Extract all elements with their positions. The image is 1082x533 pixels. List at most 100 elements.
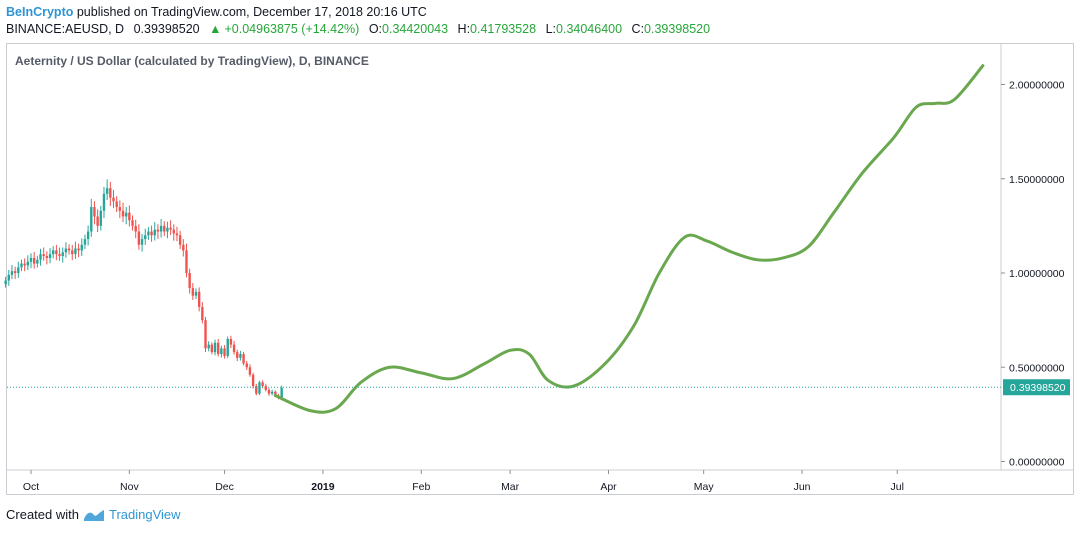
- candle-body: [7, 274, 10, 281]
- candle-body: [204, 320, 207, 349]
- publish-line: BeInCrypto published on TradingView.com,…: [6, 5, 427, 19]
- x-tick-label: 2019: [311, 481, 335, 493]
- candle-body: [150, 231, 153, 236]
- projection-line: [273, 64, 985, 414]
- candle-body: [185, 250, 188, 273]
- x-tick-label: Nov: [120, 481, 139, 493]
- candle-body: [261, 382, 264, 387]
- candle-body: [147, 231, 150, 236]
- y-tick-label: 2.00000000: [1009, 80, 1065, 92]
- candle-body: [32, 257, 36, 264]
- candle-body: [267, 389, 271, 394]
- candle-body: [274, 391, 277, 396]
- candle-body: [258, 382, 261, 394]
- candle-body: [61, 252, 64, 257]
- x-tick-label: Jul: [891, 481, 904, 493]
- candle-body: [223, 348, 226, 356]
- candle-body: [182, 244, 185, 251]
- candle-body: [102, 193, 106, 211]
- candle-body: [194, 291, 198, 296]
- published-text: published on TradingView.com, December 1…: [76, 5, 427, 19]
- up-arrow-icon: ▲: [209, 22, 222, 36]
- x-tick-label: Oct: [23, 481, 39, 493]
- candle-body: [77, 248, 80, 251]
- ohlc-line: BINANCE:AEUSD, D 0.39398520 ▲ +0.04963875…: [6, 22, 716, 36]
- open-label: O:: [368, 22, 383, 36]
- candle-body: [270, 391, 274, 394]
- candle-body: [144, 235, 147, 240]
- candle-body: [232, 344, 236, 353]
- publisher-link[interactable]: BeInCrypto: [6, 5, 74, 19]
- candle-body: [29, 257, 33, 262]
- candle-body: [83, 239, 87, 245]
- y-tick-label: 0.00000000: [1009, 457, 1065, 469]
- y-axis: 0.00000000 0.50000000 1.00000000 1.50000000…: [1001, 80, 1065, 469]
- candle-body: [131, 220, 134, 226]
- candle-body: [86, 231, 90, 240]
- chart-frame[interactable]: [6, 43, 1074, 495]
- candle-body: [248, 367, 252, 375]
- projection-series: [273, 64, 985, 414]
- candle-body: [217, 342, 220, 355]
- candle-body: [10, 271, 14, 275]
- candle-body: [13, 271, 17, 273]
- candle-body: [118, 207, 122, 211]
- y-tick-label: 1.00000000: [1009, 268, 1065, 280]
- candle-body: [255, 386, 258, 394]
- candle-body: [175, 233, 179, 236]
- candle-body: [64, 248, 68, 253]
- y-tick-label: 0.50000000: [1009, 362, 1065, 374]
- candle-body: [153, 229, 156, 236]
- candle-body: [245, 363, 248, 368]
- candle-body: [42, 254, 45, 257]
- candle-body: [220, 348, 223, 355]
- candle-body: [280, 387, 283, 398]
- candle-body: [264, 386, 268, 390]
- candle-body: [58, 254, 61, 257]
- candle-body: [52, 250, 55, 255]
- candle-body: [239, 354, 242, 358]
- x-tick-label: Apr: [600, 481, 617, 493]
- candle-body: [90, 207, 93, 232]
- candle-body: [71, 250, 74, 255]
- tradingview-logo-icon: [83, 509, 104, 521]
- x-tick-label: Feb: [412, 481, 430, 493]
- candle-body: [137, 231, 141, 245]
- x-axis: Oct Nov Dec 2019 Feb Mar Apr May Jun Jul: [23, 470, 904, 493]
- x-tick-label: May: [694, 481, 715, 493]
- candle-body: [169, 227, 172, 230]
- candle-body: [159, 225, 163, 232]
- candle-body: [140, 239, 144, 245]
- candle-body: [197, 291, 201, 307]
- close-label: C:: [631, 22, 645, 36]
- candle-body: [74, 248, 77, 255]
- candle-body: [128, 212, 131, 221]
- candle-body: [96, 216, 99, 226]
- last-price-tag: [1003, 379, 1070, 396]
- candle-body: [172, 229, 175, 234]
- x-tick-label: Jun: [794, 481, 811, 493]
- candle-body: [207, 344, 210, 349]
- y-tick-label: 1.50000000: [1009, 174, 1065, 186]
- symbol-label: BINANCE:AEUSD, D: [6, 22, 125, 36]
- candle-body: [163, 225, 166, 232]
- chart-title: Aeternity / US Dollar (calculated by Tra…: [15, 54, 369, 68]
- candle-body: [201, 306, 204, 321]
- candle-body: [134, 225, 137, 232]
- tradingview-link[interactable]: TradingView: [108, 507, 181, 522]
- x-tick-label: Dec: [215, 481, 234, 493]
- high-label: H:: [457, 22, 471, 36]
- candle-body: [178, 235, 182, 245]
- footer: Created with TradingView: [6, 507, 181, 522]
- candle-body: [93, 207, 96, 217]
- candle-body: [112, 197, 115, 202]
- candlestick-series: [4, 179, 283, 400]
- low-label: L:: [545, 22, 557, 36]
- candle-body: [242, 354, 245, 364]
- candle-body: [124, 212, 128, 217]
- candle-body: [67, 248, 71, 251]
- candle-body: [55, 250, 58, 255]
- candle-body: [45, 256, 49, 258]
- candle-body: [213, 342, 217, 353]
